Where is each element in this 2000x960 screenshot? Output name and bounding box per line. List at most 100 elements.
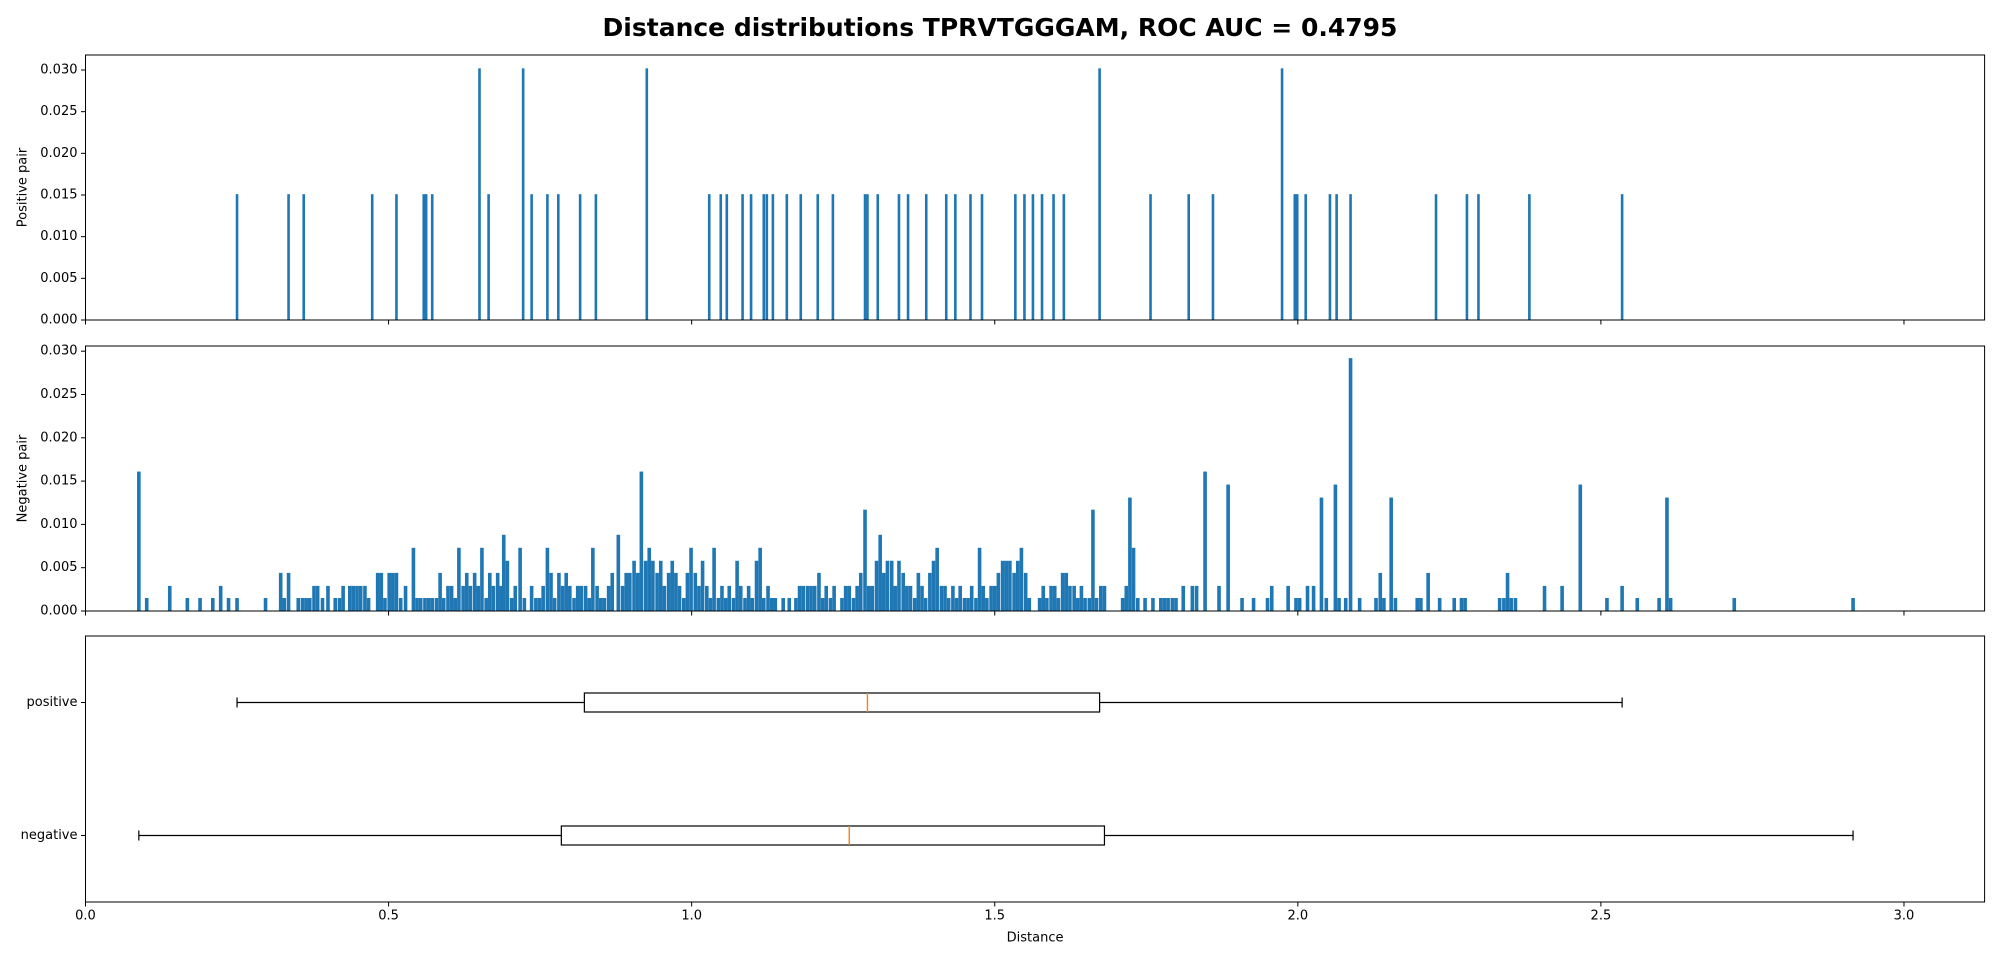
bar [746, 585, 751, 611]
bar [946, 598, 951, 611]
bar [509, 598, 514, 611]
bar [557, 194, 560, 320]
bar [426, 598, 431, 611]
bar [430, 194, 434, 320]
bar [1131, 547, 1136, 611]
bar [315, 585, 320, 611]
bar [307, 598, 312, 611]
bar [716, 598, 721, 611]
bar [1578, 484, 1583, 611]
bar [858, 572, 863, 611]
bar [893, 585, 898, 611]
bar [505, 560, 510, 611]
bar [1505, 572, 1510, 611]
y-tick-label: 0.005 [40, 271, 77, 286]
bar [501, 534, 506, 611]
bar [478, 68, 481, 320]
bar [639, 471, 644, 611]
bar [1072, 585, 1076, 611]
bar [801, 585, 805, 611]
bar [529, 585, 534, 611]
bar [418, 598, 423, 611]
bar [521, 68, 525, 320]
bar [1056, 598, 1061, 611]
bar [741, 194, 744, 320]
bar [491, 585, 496, 611]
bar [787, 598, 792, 611]
bar [870, 585, 875, 611]
bar [738, 585, 743, 611]
bar [832, 585, 836, 611]
bar [366, 598, 371, 611]
bar [383, 598, 387, 611]
bar [931, 560, 936, 611]
bar [731, 598, 736, 611]
bar [411, 547, 416, 611]
bar [1851, 598, 1855, 611]
bar [908, 585, 913, 611]
bar [312, 585, 316, 611]
bar [287, 194, 290, 320]
bar [1502, 598, 1506, 611]
bar [572, 598, 576, 611]
bar [1049, 585, 1053, 611]
bar [624, 572, 628, 611]
bar [1389, 497, 1393, 611]
bar [185, 598, 190, 611]
bar [773, 598, 778, 611]
y-tick-label: 0.015 [40, 188, 77, 203]
bar [693, 572, 698, 611]
bar [735, 560, 739, 611]
bar [655, 572, 659, 611]
x-axis-label: Distance [1007, 931, 1064, 946]
bar [1211, 194, 1215, 320]
bar [363, 585, 367, 611]
bar [583, 585, 588, 611]
bar [928, 572, 932, 611]
bar [300, 598, 305, 611]
bar [286, 572, 291, 611]
bar [549, 572, 553, 611]
bar [546, 194, 549, 320]
y-tick-label: negative [21, 828, 78, 843]
bar [472, 572, 477, 611]
bar [1166, 598, 1170, 611]
bar [897, 194, 901, 320]
bar [424, 194, 428, 320]
bar [781, 598, 785, 611]
bar [992, 585, 997, 611]
bar [727, 585, 732, 611]
y-tick-label: 0.005 [40, 560, 77, 575]
bar [495, 572, 500, 611]
bar [797, 585, 802, 611]
bar [137, 471, 141, 611]
y-tick-label: 0.015 [40, 474, 77, 489]
bar [765, 194, 769, 320]
y-tick-label: 0.025 [40, 104, 77, 119]
bar [935, 547, 939, 611]
bar [705, 585, 709, 611]
bar [685, 572, 690, 611]
bar [578, 194, 582, 320]
bar [769, 598, 774, 611]
bar [643, 560, 648, 611]
bar [278, 572, 283, 611]
bar [712, 547, 716, 611]
bar [1217, 585, 1221, 611]
bar [758, 547, 762, 611]
bar [1014, 194, 1017, 320]
bar [391, 572, 395, 611]
bar [828, 598, 833, 611]
bar [1434, 194, 1438, 320]
bar [647, 547, 652, 611]
bar [966, 598, 970, 611]
bar [954, 598, 959, 611]
bar [1509, 598, 1513, 611]
bar [1528, 194, 1531, 320]
bar [1324, 598, 1329, 611]
bar [700, 560, 705, 611]
bar [1060, 572, 1065, 611]
bar [1064, 572, 1069, 611]
bar [863, 194, 867, 320]
